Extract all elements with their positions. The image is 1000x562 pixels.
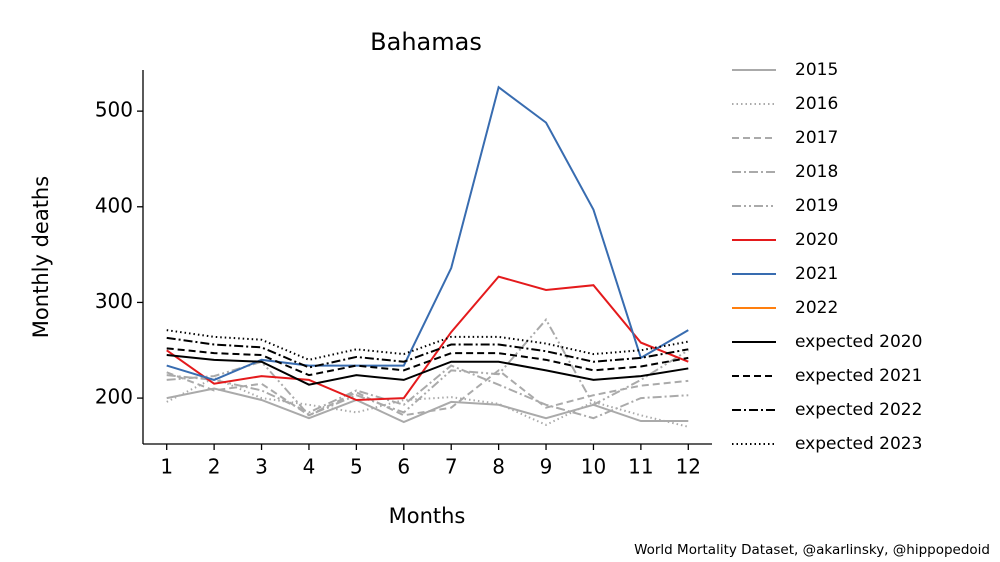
legend-label: 2018 — [795, 162, 838, 182]
y-axis-label: Monthly deaths — [29, 176, 53, 338]
legend-label: 2017 — [795, 128, 838, 148]
data-line — [166, 369, 689, 417]
legend-label: expected 2022 — [795, 400, 922, 420]
x-tick-label: 6 — [397, 455, 410, 479]
x-tick-label: 1 — [160, 455, 173, 479]
x-tick-label: 7 — [445, 455, 458, 479]
data-line — [166, 336, 689, 369]
x-tick-label: 5 — [350, 455, 363, 479]
data-line — [166, 275, 689, 402]
y-tick-label: 200 — [95, 385, 133, 409]
legend-label: expected 2020 — [795, 332, 922, 352]
data-line — [166, 85, 689, 381]
x-tick-label: 4 — [303, 455, 316, 479]
legend-label: expected 2021 — [795, 366, 922, 386]
legend-label: 2021 — [795, 264, 838, 284]
legend-label: 2019 — [795, 196, 838, 216]
x-tick-label: 9 — [540, 455, 553, 479]
data-line — [166, 347, 689, 377]
x-tick-label: 8 — [492, 455, 505, 479]
legend-label: 2015 — [795, 60, 838, 80]
source-note: World Mortality Dataset, @akarlinsky, @h… — [634, 542, 990, 558]
x-tick-label: 10 — [581, 455, 606, 479]
legend-label: 2022 — [795, 298, 838, 318]
data-line — [166, 387, 689, 424]
chart-title: Bahamas — [370, 28, 482, 56]
data-line — [166, 354, 689, 386]
x-tick-label: 11 — [628, 455, 653, 479]
data-line — [166, 364, 689, 420]
x-axis-label: Months — [389, 504, 466, 528]
legend-label: expected 2023 — [795, 434, 922, 454]
legend-label: 2020 — [795, 230, 838, 250]
x-tick-label: 3 — [255, 455, 268, 479]
y-tick-label: 400 — [95, 193, 133, 217]
data-line — [166, 329, 689, 361]
y-tick-label: 300 — [95, 289, 133, 313]
legend-label: 2016 — [795, 94, 838, 114]
y-tick-label: 500 — [95, 98, 133, 122]
x-tick-label: 12 — [676, 455, 701, 479]
x-tick-label: 2 — [208, 455, 221, 479]
